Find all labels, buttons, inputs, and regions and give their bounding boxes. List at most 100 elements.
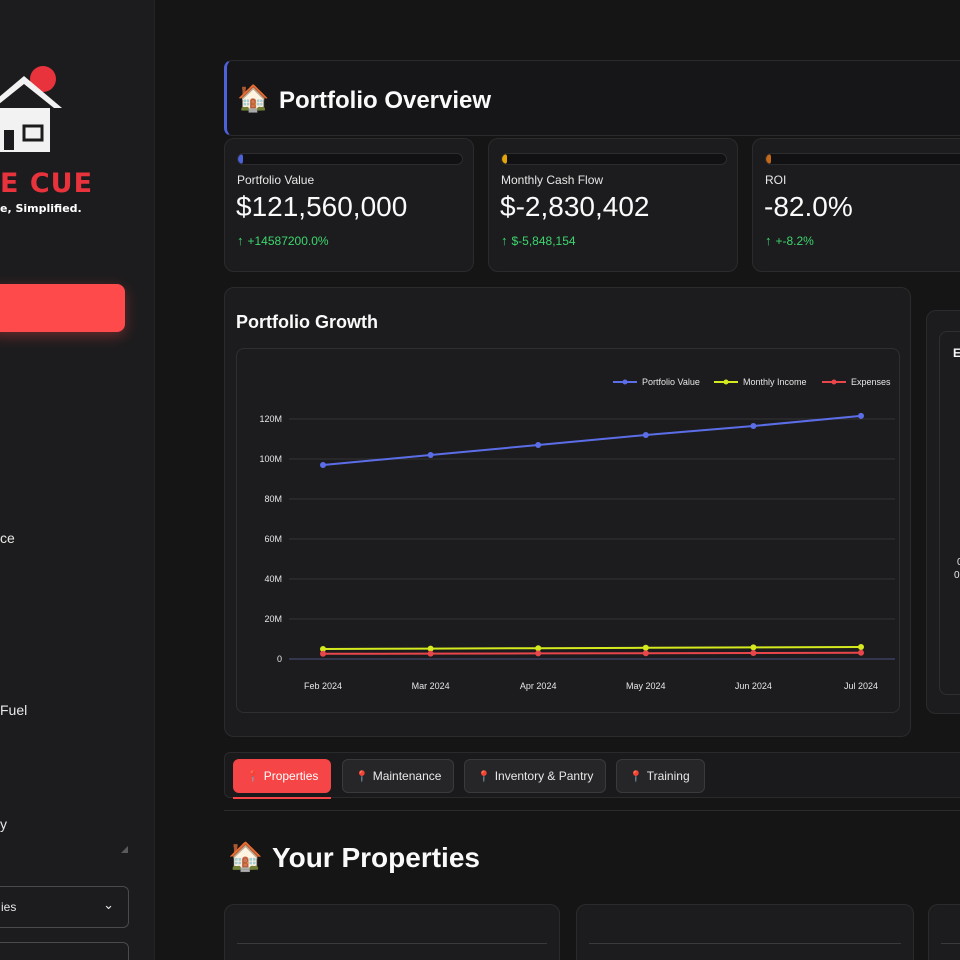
data-point bbox=[427, 645, 434, 652]
tab-label: Properties bbox=[263, 769, 319, 783]
legend-label: Portfolio Value bbox=[642, 377, 700, 387]
pin-icon: 📍 bbox=[477, 771, 491, 783]
data-point bbox=[750, 644, 757, 651]
app-logo: E CUE e, Simplified. bbox=[0, 62, 150, 222]
metric-delta: ↑ $-5,848,154 bbox=[501, 233, 576, 248]
legend-label: Expenses bbox=[851, 377, 891, 387]
tab-training[interactable]: 📍 Training bbox=[616, 759, 705, 793]
x-tick-label: Jul 2024 bbox=[844, 681, 878, 691]
data-point bbox=[858, 644, 864, 650]
chart-label-fragment: 0. bbox=[954, 570, 960, 581]
data-point bbox=[320, 646, 326, 652]
y-tick-label: 20M bbox=[264, 614, 282, 624]
metric-label: ROI bbox=[765, 173, 787, 187]
logo-tagline: e, Simplified. bbox=[0, 202, 82, 215]
metric-progress-bar bbox=[237, 153, 463, 165]
x-tick-label: Apr 2024 bbox=[520, 681, 557, 691]
sidebar-item-2[interactable]: Fuel bbox=[0, 702, 28, 718]
property-card[interactable] bbox=[576, 904, 914, 960]
arrow-up-icon: ↑ bbox=[237, 233, 244, 248]
metric-value: -82.0% bbox=[764, 191, 853, 222]
resize-handle-icon[interactable] bbox=[121, 846, 128, 853]
data-point bbox=[320, 650, 326, 657]
data-point bbox=[642, 650, 649, 657]
line-chart[interactable]: 0 20M 40M 60M 80M 100M 120M Feb 2024 Mar 2024 Apr… bbox=[236, 348, 900, 713]
metric-value: $121,560,000 bbox=[236, 191, 408, 222]
overview-header: 🏠 Portfolio Overview bbox=[224, 60, 960, 136]
metric-value: $-2,830,402 bbox=[500, 191, 650, 222]
pin-icon: 📍 bbox=[246, 771, 260, 783]
sidebar: E CUE e, Simplified. ce Fuel y ies ⌄ ⌄ bbox=[0, 0, 155, 960]
property-card[interactable] bbox=[928, 904, 960, 960]
chart-title: Portfolio Growth bbox=[236, 312, 378, 332]
data-point bbox=[642, 432, 649, 438]
metric-progress-bar bbox=[765, 153, 960, 165]
tab-label: Inventory & Pantry bbox=[494, 769, 594, 783]
metric-delta: ↑ +14587200.0% bbox=[237, 233, 329, 248]
sidebar-primary-button[interactable] bbox=[0, 284, 125, 332]
series-line bbox=[322, 646, 862, 650]
metric-progress-bar bbox=[501, 153, 727, 165]
pin-icon: 📍 bbox=[629, 771, 643, 783]
active-tab-indicator bbox=[233, 797, 331, 799]
chart-label-fragment: 0 bbox=[957, 557, 960, 568]
metric-card-roi: ROI -82.0% ↑ +-8.2% bbox=[752, 138, 960, 272]
sidebar-item-3[interactable]: y bbox=[0, 816, 7, 832]
data-point bbox=[427, 650, 434, 657]
metric-delta-value: +14587200.0% bbox=[247, 234, 329, 248]
data-point bbox=[535, 645, 542, 652]
house-emoji-icon: 🏠 bbox=[237, 83, 270, 113]
property-card[interactable] bbox=[224, 904, 560, 960]
chevron-down-icon: ⌄ bbox=[103, 897, 114, 912]
x-tick-label: Jun 2024 bbox=[735, 681, 772, 691]
legend-marker bbox=[723, 379, 729, 385]
card-divider bbox=[941, 943, 960, 944]
series-line bbox=[322, 651, 862, 655]
x-tick-label: Mar 2024 bbox=[412, 681, 450, 691]
section-title: Your Properties bbox=[272, 842, 480, 873]
expenses-chart-frame bbox=[939, 331, 960, 695]
data-point bbox=[535, 650, 542, 657]
tab-maintenance[interactable]: 📍 Maintenance bbox=[342, 759, 454, 793]
legend-label: Monthly Income bbox=[743, 377, 807, 387]
metric-label: Portfolio Value bbox=[237, 173, 315, 187]
divider bbox=[224, 810, 960, 811]
pin-icon: 📍 bbox=[355, 771, 369, 783]
data-point bbox=[858, 649, 864, 656]
data-point bbox=[535, 442, 542, 448]
card-title-fragment: E bbox=[953, 346, 960, 360]
tab-inventory-pantry[interactable]: 📍 Inventory & Pantry bbox=[464, 759, 606, 793]
y-tick-label: 0 bbox=[277, 654, 282, 664]
house-emoji-icon: 🏠 bbox=[228, 841, 263, 872]
metric-delta-value: $-5,848,154 bbox=[511, 234, 576, 248]
y-tick-label: 80M bbox=[264, 494, 282, 504]
main-content: 🏠 Portfolio Overview Portfolio Value $12… bbox=[156, 0, 960, 960]
logo-text: E CUE bbox=[0, 168, 94, 199]
data-point bbox=[320, 462, 326, 468]
sidebar-item-1[interactable]: ce bbox=[0, 530, 15, 546]
y-tick-label: 120M bbox=[259, 414, 282, 424]
sidebar-select-2[interactable]: ⌄ bbox=[0, 942, 129, 960]
portfolio-growth-card: Portfolio Growth 0 20M 40M 60M 80M 100M 120M Fe… bbox=[224, 287, 911, 737]
x-tick-label: Feb 2024 bbox=[304, 681, 342, 691]
tab-label: Maintenance bbox=[372, 769, 442, 783]
expenses-card: E 0 0. bbox=[926, 310, 960, 714]
sidebar-select-1[interactable]: ies ⌄ bbox=[0, 886, 129, 928]
data-point bbox=[427, 452, 434, 458]
metric-label: Monthly Cash Flow bbox=[501, 173, 604, 187]
page-title: Portfolio Overview bbox=[279, 87, 492, 114]
chevron-down-icon: ⌄ bbox=[103, 953, 114, 960]
metric-card-portfolio-value: Portfolio Value $121,560,000 ↑ +14587200.… bbox=[224, 138, 474, 272]
x-tick-label: May 2024 bbox=[626, 681, 666, 691]
series-line bbox=[322, 414, 862, 466]
data-point bbox=[642, 644, 649, 651]
data-point bbox=[858, 412, 864, 419]
y-tick-label: 60M bbox=[264, 534, 282, 544]
metric-delta: ↑ +-8.2% bbox=[765, 233, 814, 248]
metric-delta-value: +-8.2% bbox=[775, 234, 814, 248]
tab-properties[interactable]: 📍 Properties bbox=[233, 759, 331, 793]
y-tick-label: 40M bbox=[264, 574, 282, 584]
data-point bbox=[750, 423, 757, 429]
house-logo-icon bbox=[0, 76, 62, 152]
data-point bbox=[750, 650, 757, 656]
